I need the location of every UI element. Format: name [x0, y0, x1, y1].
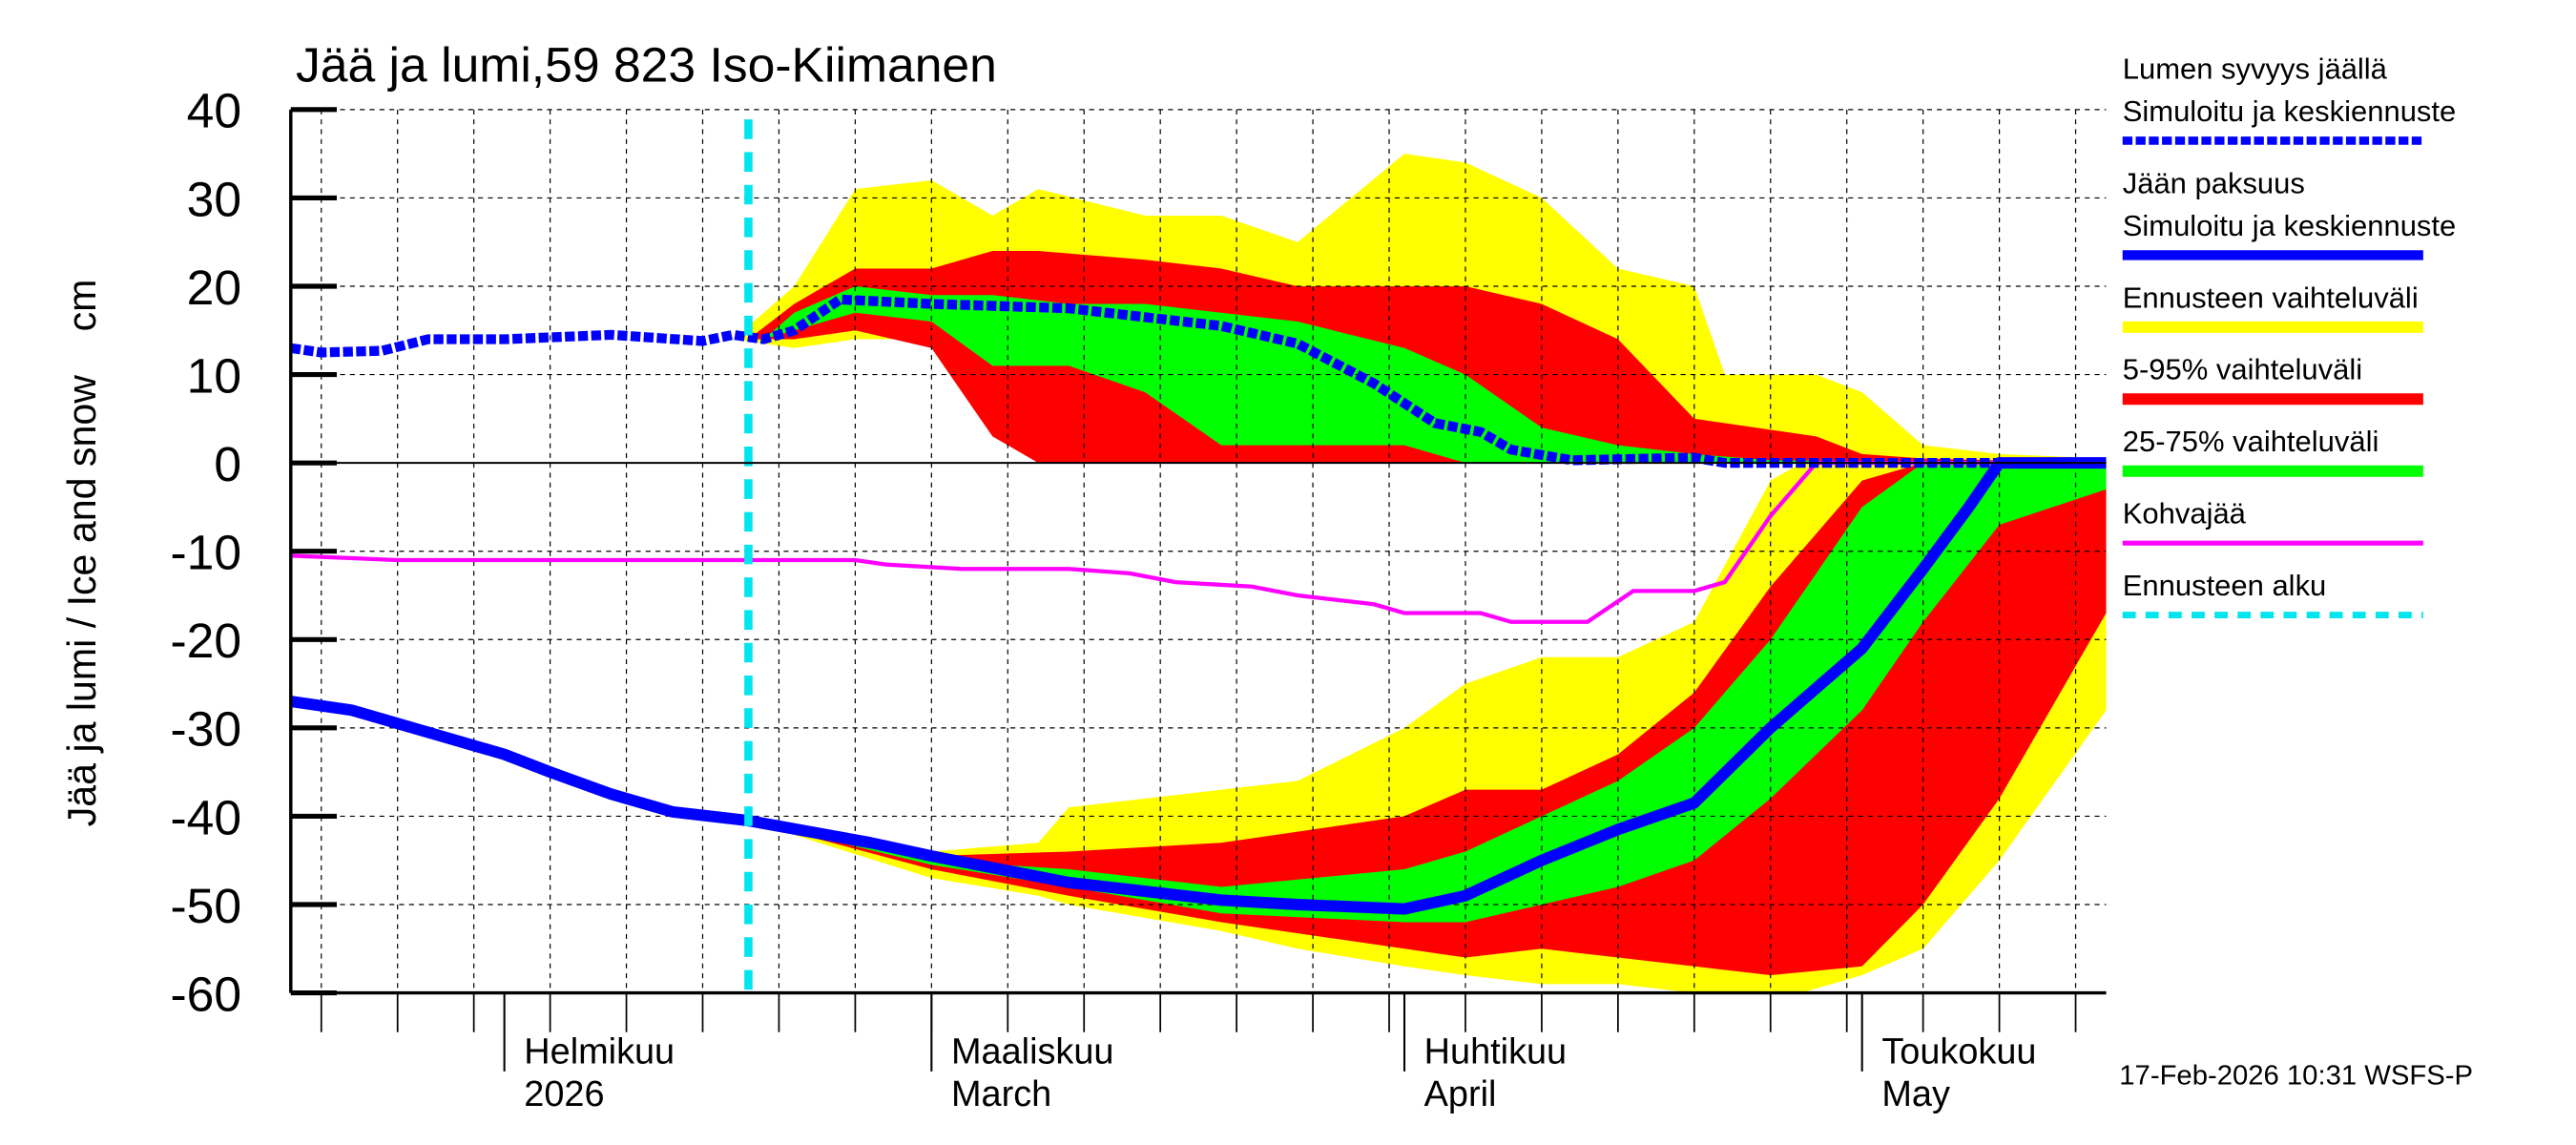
chart-title: Jää ja lumi,59 823 Iso-Kiimanen: [296, 37, 997, 93]
legend-label-sub: Simuloitu ja keskiennuste: [2123, 94, 2457, 128]
x-tick-label-sub: May: [1881, 1074, 1950, 1114]
x-tick-label: Helmikuu: [524, 1031, 675, 1072]
legend-label-sub: Simuloitu ja keskiennuste: [2123, 209, 2457, 242]
y-tick-label: -40: [170, 789, 241, 844]
y-tick-label: -20: [170, 613, 241, 668]
legend-label: 25-75% vaihteluväli: [2123, 425, 2379, 458]
footer-timestamp: 17-Feb-2026 10:31 WSFS-P: [2119, 1061, 2473, 1092]
x-tick-label-sub: 2026: [524, 1074, 604, 1114]
legend: Lumen syvyys jäällä Simuloitu ja keskienn…: [2123, 52, 2457, 618]
bands-layer: [733, 154, 2107, 993]
y-tick-label: 20: [187, 260, 241, 315]
x-tick-label: Huhtikuu: [1424, 1031, 1567, 1072]
y-tick-label: 30: [187, 171, 241, 226]
grid-layer: [290, 109, 2107, 994]
ice-thickness-line: [289, 457, 2107, 915]
y-tick-label: -30: [170, 701, 241, 757]
snow-band-p5_95: [748, 250, 2107, 464]
x-tick-label-sub: April: [1424, 1074, 1497, 1114]
y-tick-label: -60: [170, 967, 241, 1022]
y-tick-label: 0: [214, 436, 241, 491]
y-tick-label: 40: [187, 83, 241, 138]
legend-label: Ennusteen alku: [2123, 569, 2327, 602]
legend-label: 5-95% vaihteluväli: [2123, 353, 2362, 386]
snow-depth-line: [290, 294, 2107, 468]
x-tick-label-sub: March: [951, 1074, 1051, 1114]
lines-layer: [289, 119, 2107, 993]
legend-label: Kohvajää: [2123, 497, 2247, 531]
legend-label: Ennusteen vaihteluväli: [2123, 281, 2419, 314]
y-tick-label: 10: [187, 348, 241, 404]
y-axis-label: Jää ja lumi / Ice and snow cm: [60, 280, 104, 827]
y-tick-label: -10: [170, 525, 241, 580]
x-tick-label: Maaliskuu: [951, 1031, 1113, 1072]
legend-label: Lumen syvyys jäällä: [2123, 52, 2388, 85]
x-tick-label: Toukokuu: [1881, 1031, 2036, 1072]
slush-ice-line: [290, 461, 2107, 624]
y-tick-label: -50: [170, 878, 241, 933]
legend-label: Jään paksuus: [2123, 166, 2305, 199]
ice-band-p5_95: [748, 463, 2107, 976]
